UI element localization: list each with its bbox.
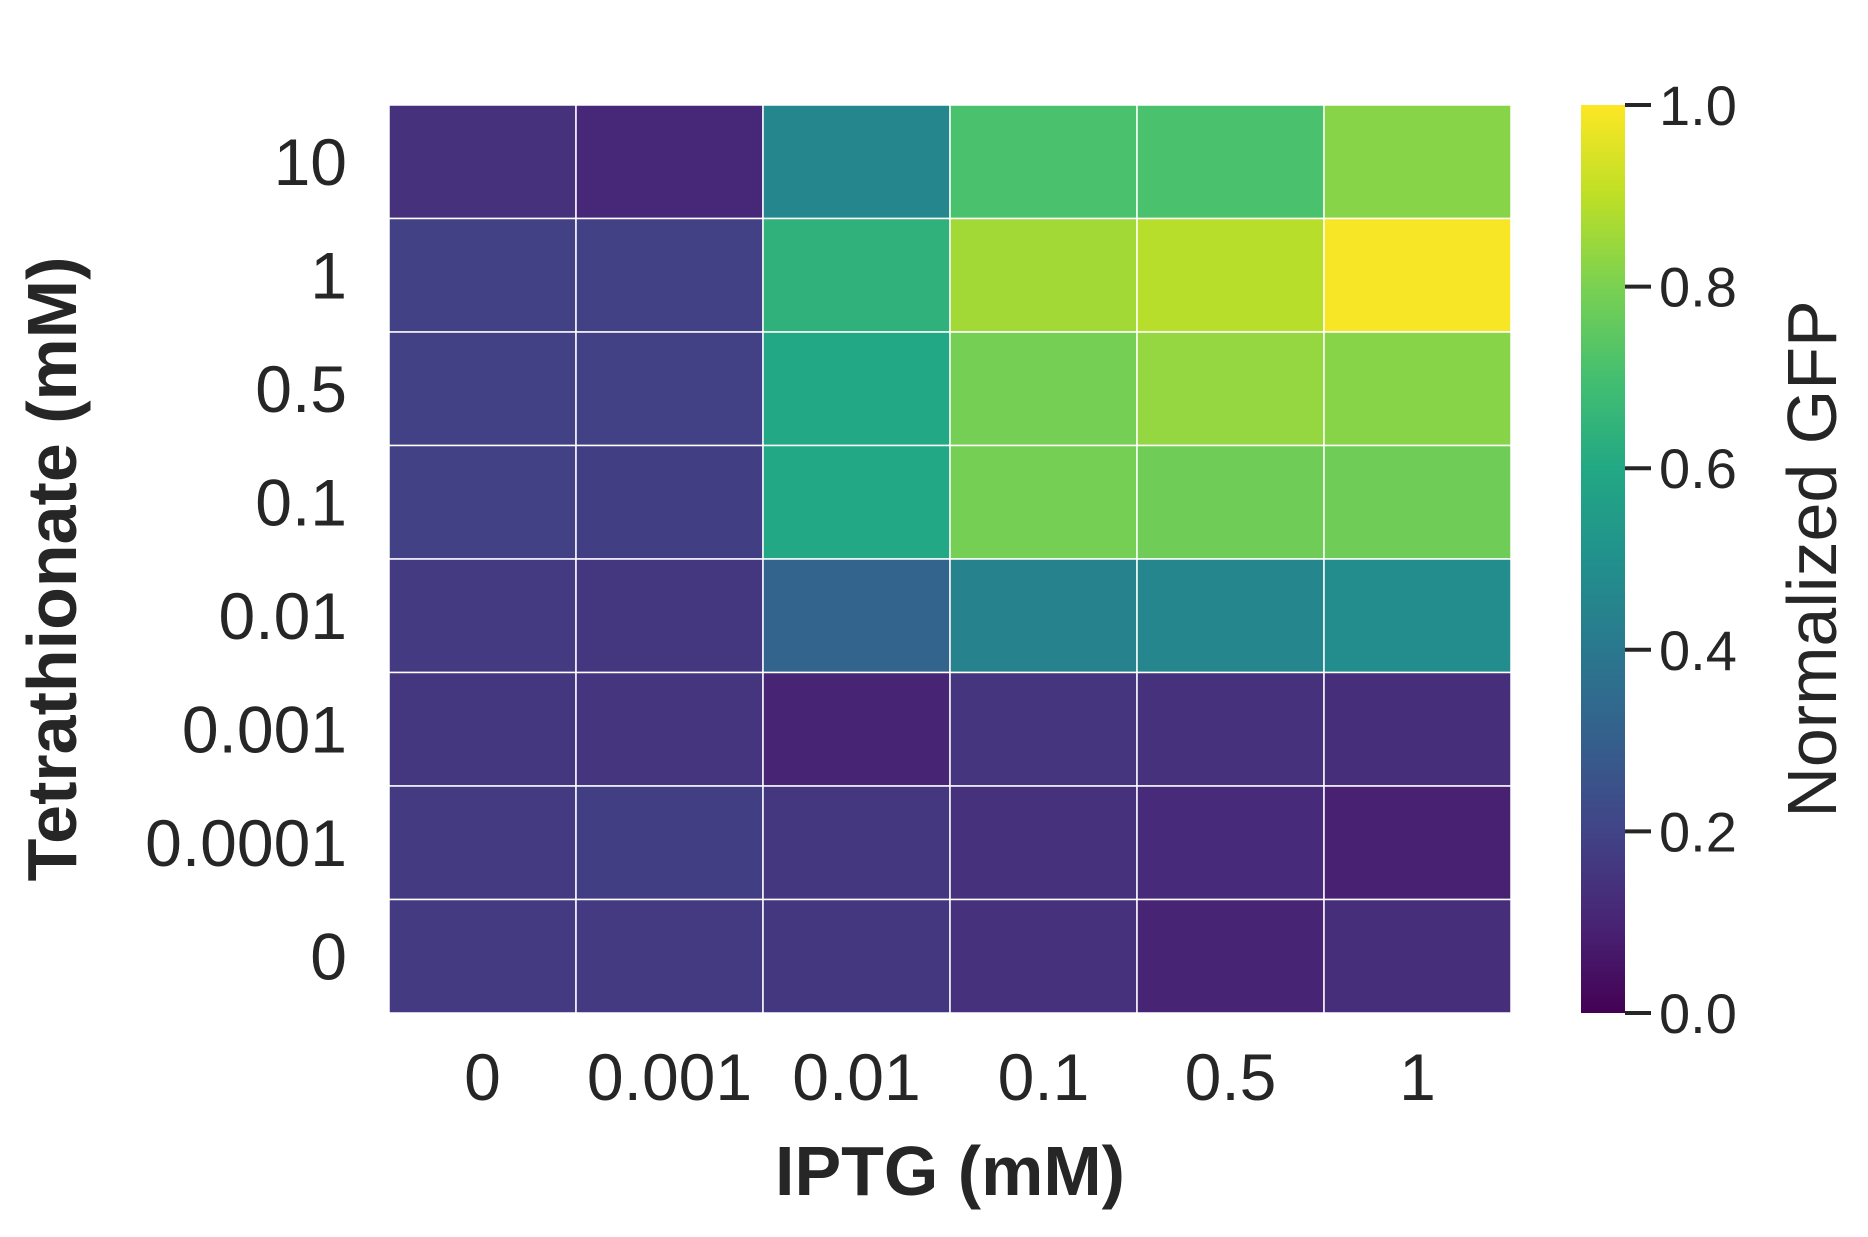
y-tick-label: 0.1 (255, 465, 347, 539)
colorbar-tick-label: 0.8 (1659, 256, 1737, 319)
heatmap-cell (1136, 104, 1325, 220)
x-tick-label: 0.5 (1185, 1040, 1277, 1114)
colorbar-tick-label: 1.0 (1659, 74, 1737, 137)
heatmap-cell (1136, 217, 1325, 333)
heatmap-cell (949, 104, 1138, 220)
colorbar: 0.0 0.2 0.4 0.6 0.8 1.0 (1581, 74, 1737, 1045)
heatmap-cell (949, 217, 1138, 333)
heatmap-cell (388, 671, 577, 787)
heatmap-cell (1136, 444, 1325, 560)
heatmap-cell (388, 558, 577, 674)
heatmap-cell (575, 217, 764, 333)
y-tick-label: 0.5 (255, 352, 347, 426)
heatmap-cell (388, 331, 577, 447)
heatmap-cell (575, 104, 764, 220)
heatmap-cell (1323, 558, 1512, 674)
heatmap-cell (1323, 444, 1512, 560)
y-tick-label: 0.01 (219, 579, 347, 653)
y-tick-label: 0 (310, 919, 347, 993)
x-tick-label: 0.001 (587, 1040, 752, 1114)
heatmap-cell (949, 558, 1138, 674)
colorbar-ticks: 0.0 0.2 0.4 0.6 0.8 1.0 (1625, 74, 1737, 1045)
colorbar-tick-label: 0.2 (1659, 800, 1737, 863)
heatmap-cell (762, 104, 951, 220)
heatmap-cell (949, 444, 1138, 560)
heatmap-cell (1323, 671, 1512, 787)
heatmap-cell (388, 785, 577, 901)
heatmap-cell (1136, 898, 1325, 1014)
y-axis-title: Tetrathionate (mM) (13, 257, 91, 882)
heatmap-cell (575, 558, 764, 674)
heatmap-cell (762, 898, 951, 1014)
heatmap-cell (949, 898, 1138, 1014)
x-tick-label: 1 (1399, 1040, 1436, 1114)
heatmap-cell (1136, 671, 1325, 787)
x-tick-label: 0.1 (998, 1040, 1090, 1114)
heatmap-cell (575, 444, 764, 560)
heatmap-cell (762, 558, 951, 674)
heatmap-cell (949, 331, 1138, 447)
heatmap-cells (388, 104, 1512, 1014)
x-axis-title: IPTG (mM) (775, 1132, 1125, 1210)
heatmap-cell (1136, 558, 1325, 674)
heatmap-cell (388, 104, 577, 220)
colorbar-tick-label: 0.4 (1659, 619, 1737, 682)
heatmap-cell (762, 785, 951, 901)
y-tick-label: 1 (310, 238, 347, 312)
colorbar-title: Normalized GFP (1773, 300, 1851, 817)
y-axis-tick-labels: 10 1 0.5 0.1 0.01 0.001 0.0001 0 (145, 125, 347, 994)
heatmap-cell (388, 898, 577, 1014)
heatmap-cell (1136, 785, 1325, 901)
heatmap-cell (762, 444, 951, 560)
heatmap-cell (388, 217, 577, 333)
x-tick-label: 0 (464, 1040, 501, 1114)
x-axis-tick-labels: 0 0.001 0.01 0.1 0.5 1 (464, 1040, 1436, 1114)
heatmap-cell (762, 671, 951, 787)
colorbar-tick-label: 0.6 (1659, 437, 1737, 500)
heatmap-cell (1323, 104, 1512, 220)
heatmap-cell (388, 444, 577, 560)
x-tick-label: 0.01 (792, 1040, 920, 1114)
y-tick-label: 10 (274, 125, 347, 199)
heatmap-cell (762, 331, 951, 447)
colorbar-tick-label: 0.0 (1659, 982, 1737, 1045)
heatmap-cell (949, 785, 1138, 901)
heatmap-cell (1136, 331, 1325, 447)
heatmap-cell (1323, 331, 1512, 447)
heatmap-cell (575, 898, 764, 1014)
colorbar-gradient (1581, 105, 1625, 1013)
heatmap-cell (1323, 898, 1512, 1014)
heatmap-cell (762, 217, 951, 333)
y-tick-label: 0.0001 (145, 806, 347, 880)
heatmap-cell (575, 331, 764, 447)
heatmap-cell (949, 671, 1138, 787)
y-tick-label: 0.001 (182, 692, 347, 766)
heatmap-cell (1323, 785, 1512, 901)
heatmap-cell (575, 785, 764, 901)
heatmap-cell (1323, 217, 1512, 333)
heatmap-cell (575, 671, 764, 787)
